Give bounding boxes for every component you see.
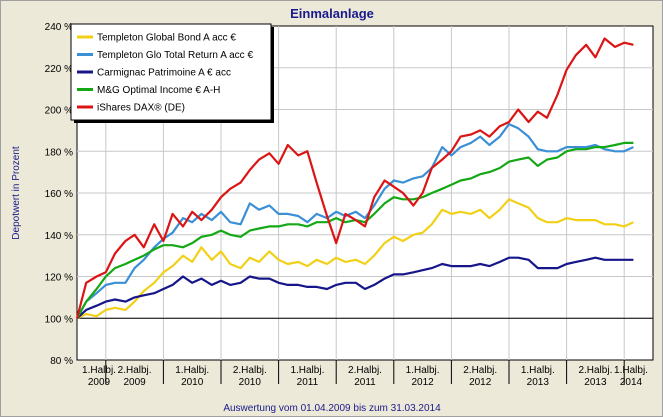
x-tick-label-year: 2012 <box>469 377 492 388</box>
y-axis-label: Depotwert in Prozent <box>11 146 22 240</box>
legend-box <box>70 23 272 121</box>
legend-entry-3: M&G Optimal Income € A-H <box>97 85 220 96</box>
x-tick-label-halfyear: 2.Halbj. <box>578 365 612 376</box>
legend-entry-0: Templeton Global Bond A acc € <box>97 33 236 44</box>
series-line-1 <box>76 122 634 319</box>
series-line-4 <box>75 37 634 319</box>
x-tick-label-halfyear: 2.Halbj. <box>463 365 497 376</box>
x-tick-label-halfyear: 1.Halbj. <box>82 365 116 376</box>
series-line-0 <box>76 198 634 320</box>
x-tick-label-year: 2009 <box>123 377 146 388</box>
y-axis: 80 % 100 % 120 % 140 % 160 % 180 % 200 % 220 % 2… <box>45 22 73 367</box>
series-line-2 <box>76 256 634 320</box>
x-tick-label-year: 2013 <box>527 377 550 388</box>
y-tick-label: 240 % <box>45 22 73 33</box>
legend-entry-1: Templeton Glo Total Return A acc € <box>97 50 253 61</box>
x-axis: 1.Halbj.20092.Halbj.20091.Halbj.20102.Ha… <box>82 360 648 388</box>
x-tick-label-year: 2011 <box>297 377 319 388</box>
legend-entry-4: iShares DAX® (DE) <box>97 103 185 114</box>
y-tick-label: 220 % <box>45 64 73 75</box>
x-tick-label-halfyear: 2.Halbj. <box>348 365 382 376</box>
series-lines <box>75 37 634 320</box>
x-tick-label-year: 2013 <box>584 377 607 388</box>
x-tick-label-halfyear: 1.Halbj. <box>614 365 648 376</box>
chart-title: Einmalanlage <box>290 6 374 21</box>
y-tick-label: 80 % <box>50 356 73 367</box>
legend-entry-2: Carmignac Patrimoine A € acc <box>97 68 231 79</box>
x-tick-label-halfyear: 1.Halbj. <box>175 365 209 376</box>
x-tick-label-year: 2009 <box>88 377 111 388</box>
x-tick-label-year: 2010 <box>239 377 262 388</box>
footer-date-range: Auswertung vom 01.04.2009 bis zum 31.03.… <box>223 403 441 414</box>
y-tick-label: 100 % <box>45 314 73 325</box>
x-tick-label-year: 2012 <box>411 377 434 388</box>
x-tick-label-year: 2010 <box>181 377 204 388</box>
y-tick-label: 140 % <box>45 231 73 242</box>
y-tick-label: 200 % <box>45 106 73 117</box>
x-tick-label-halfyear: 2.Halbj. <box>118 365 152 376</box>
x-tick-label-halfyear: 1.Halbj. <box>406 365 440 376</box>
x-tick-label-halfyear: 1.Halbj. <box>521 365 555 376</box>
x-tick-label-year: 2014 <box>620 377 643 388</box>
legend: Templeton Global Bond A acc € Templeton G… <box>70 23 274 123</box>
x-tick-label-year: 2011 <box>354 377 376 388</box>
y-tick-label: 180 % <box>45 147 73 158</box>
x-tick-label-halfyear: 1.Halbj. <box>290 365 324 376</box>
y-tick-label: 160 % <box>45 189 73 200</box>
y-tick-label: 120 % <box>45 273 73 284</box>
x-tick-label-halfyear: 2.Halbj. <box>233 365 267 376</box>
